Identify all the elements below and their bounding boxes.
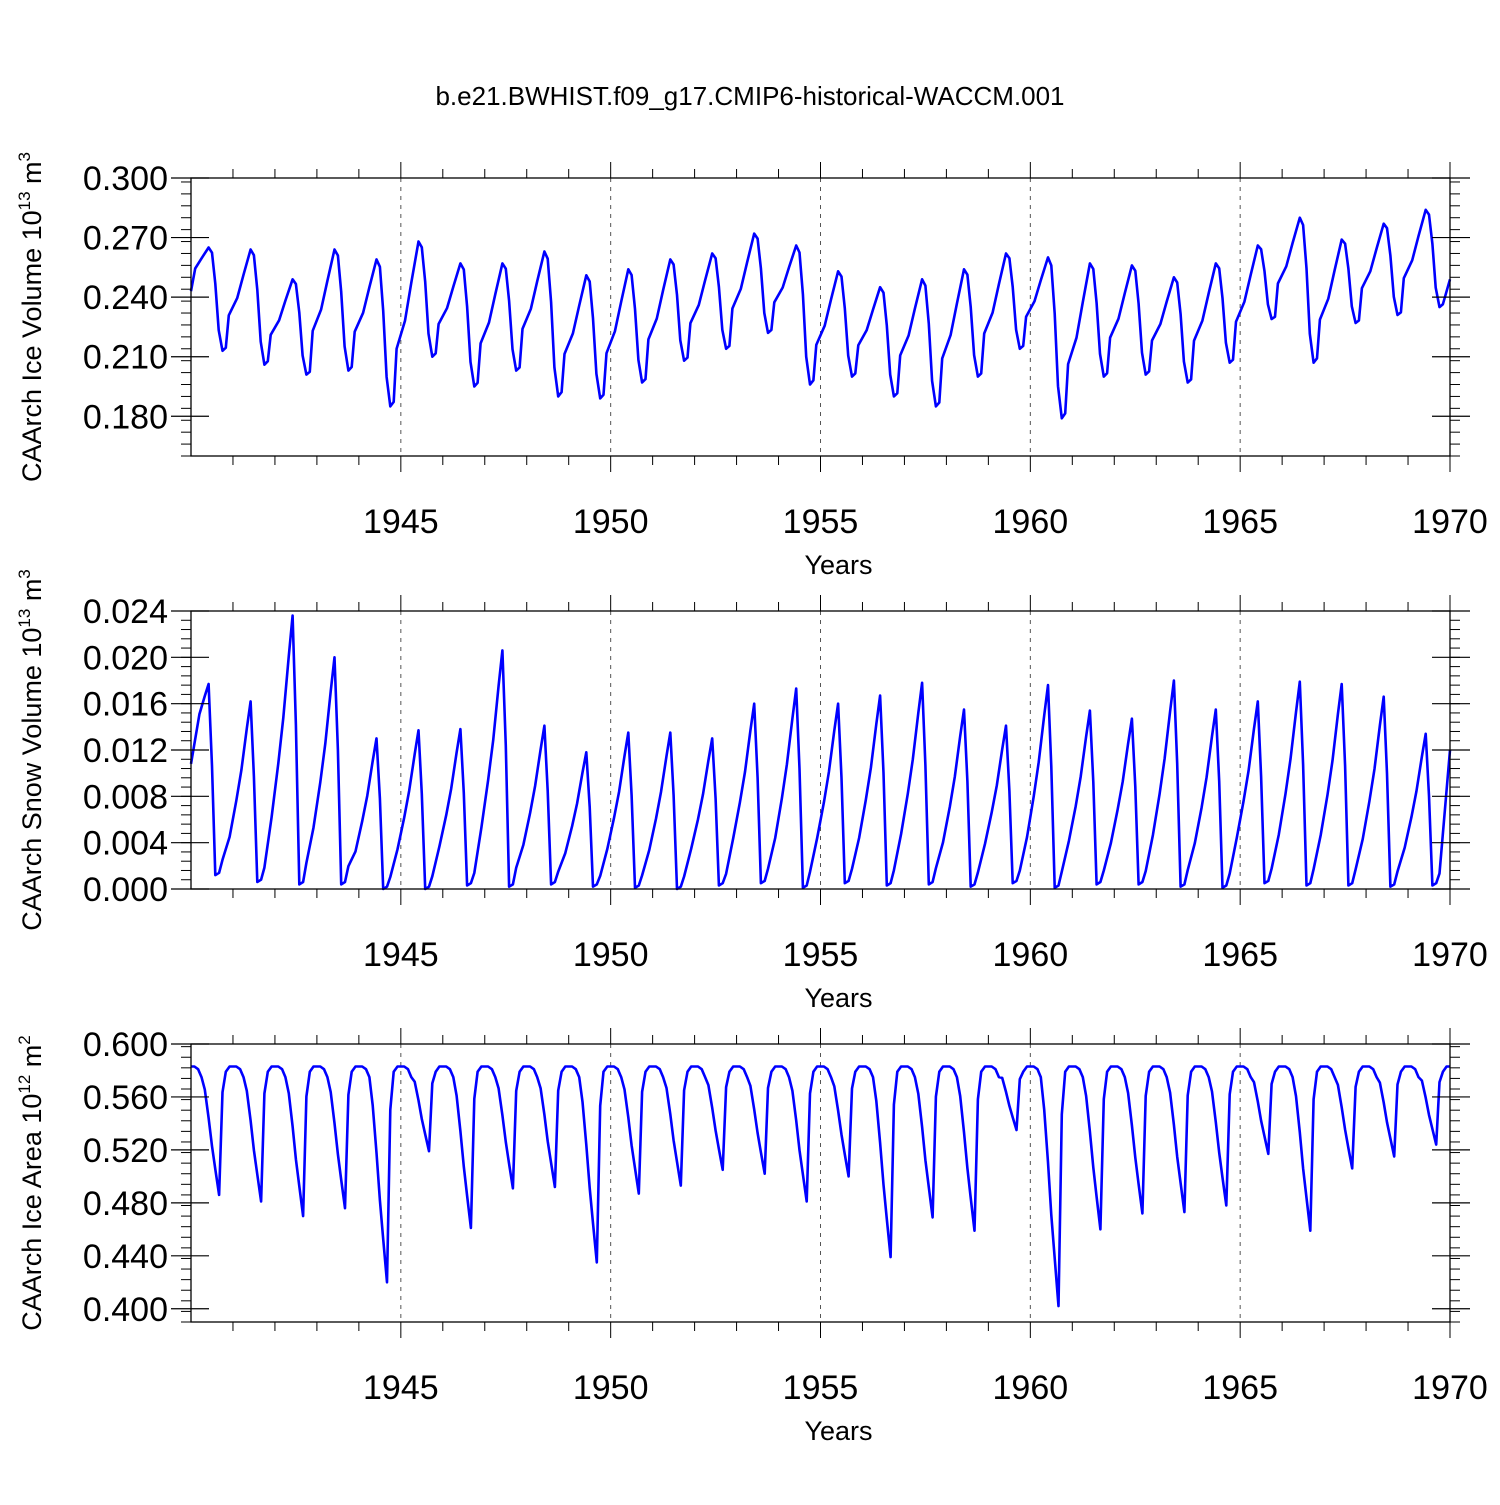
x-tick-label: 1960 [993,503,1069,541]
y-tick-label: 0.210 [83,339,168,377]
x-tick-label: 1970 [1412,503,1488,541]
x-tick-label: 1950 [573,1369,649,1407]
panel-ice-area: 1945 1950 1955 1960 1965 1970 0.400 0.440 0.480 0… [15,1026,1488,1446]
x-tick-label: 1965 [1202,936,1278,974]
series-line-ice-area [191,1065,1450,1308]
y-label-part: m [17,579,47,609]
x-tick-label: 1955 [783,936,859,974]
x-tick-label: 1970 [1412,1369,1488,1407]
y-tick-label: 0.440 [83,1238,168,1276]
x-tick-label: 1945 [363,1369,439,1407]
panel-ice-volume: 1945 1950 1955 1960 1965 1970 0.180 0.210 0.240 0… [15,152,1488,580]
x-tick-label: 1965 [1202,1369,1278,1407]
x-axis-label: Years [804,1416,872,1446]
y-label-part: CAArch Ice Volume 10 [17,210,47,482]
x-tick-label: 1965 [1202,503,1278,541]
y-tick-label: 0.480 [83,1185,168,1223]
y-label-part: CAArch Snow Volume 10 [17,628,47,931]
y-tick-label: 0.004 [83,825,168,863]
y-tick-label: 0.020 [83,639,168,677]
y-label-part: m [17,1045,47,1075]
series-line-ice-volume [189,208,1452,420]
y-tick-label: 0.000 [83,871,168,909]
y-tick-label: 0.400 [83,1291,168,1329]
y-tick-label: 0.016 [83,686,168,724]
x-tick-label: 1960 [993,1369,1069,1407]
y-tick-label: 0.270 [83,220,168,258]
y-label-part: CAArch Ice Area 10 [17,1094,47,1331]
y-axis-label: CAArch Ice Volume 1013 m3 [15,152,47,482]
y-tick-label: 0.600 [83,1026,168,1064]
y-tick-label: 0.024 [83,593,168,631]
x-axis-label: Years [804,983,872,1013]
y-tick-label: 0.240 [83,279,168,317]
y-label-part: 13 [15,191,34,210]
x-tick-label: 1960 [993,936,1069,974]
figure-title: b.e21.BWHIST.f09_g17.CMIP6-historical-WA… [435,81,1064,111]
y-label-part: 3 [15,569,34,578]
y-tick-label: 0.008 [83,778,168,816]
y-tick-label: 0.520 [83,1132,168,1170]
x-tick-label: 1950 [573,503,649,541]
y-label-part: 13 [15,609,34,628]
y-tick-label: 0.560 [83,1079,168,1117]
y-tick-label: 0.180 [83,398,168,436]
x-tick-label: 1955 [783,503,859,541]
y-axis-label: CAArch Snow Volume 1013 m3 [15,569,47,931]
y-label-part: 12 [15,1075,34,1094]
series-line-snow-volume [189,614,1452,891]
x-axis-label: Years [804,550,872,580]
y-axis-label: CAArch Ice Area 1012 m2 [15,1035,47,1331]
y-tick-label: 0.012 [83,732,168,770]
y-label-part: 2 [15,1035,34,1044]
x-tick-label: 1945 [363,936,439,974]
x-tick-label: 1950 [573,936,649,974]
y-tick-label: 0.300 [83,160,168,198]
y-label-part: m [17,161,47,191]
panel-snow-volume: 1945 1950 1955 1960 1965 1970 0.000 0.004 0.008 0… [15,569,1488,1013]
y-label-part: 3 [15,152,34,161]
x-tick-label: 1970 [1412,936,1488,974]
x-tick-label: 1945 [363,503,439,541]
x-tick-label: 1955 [783,1369,859,1407]
